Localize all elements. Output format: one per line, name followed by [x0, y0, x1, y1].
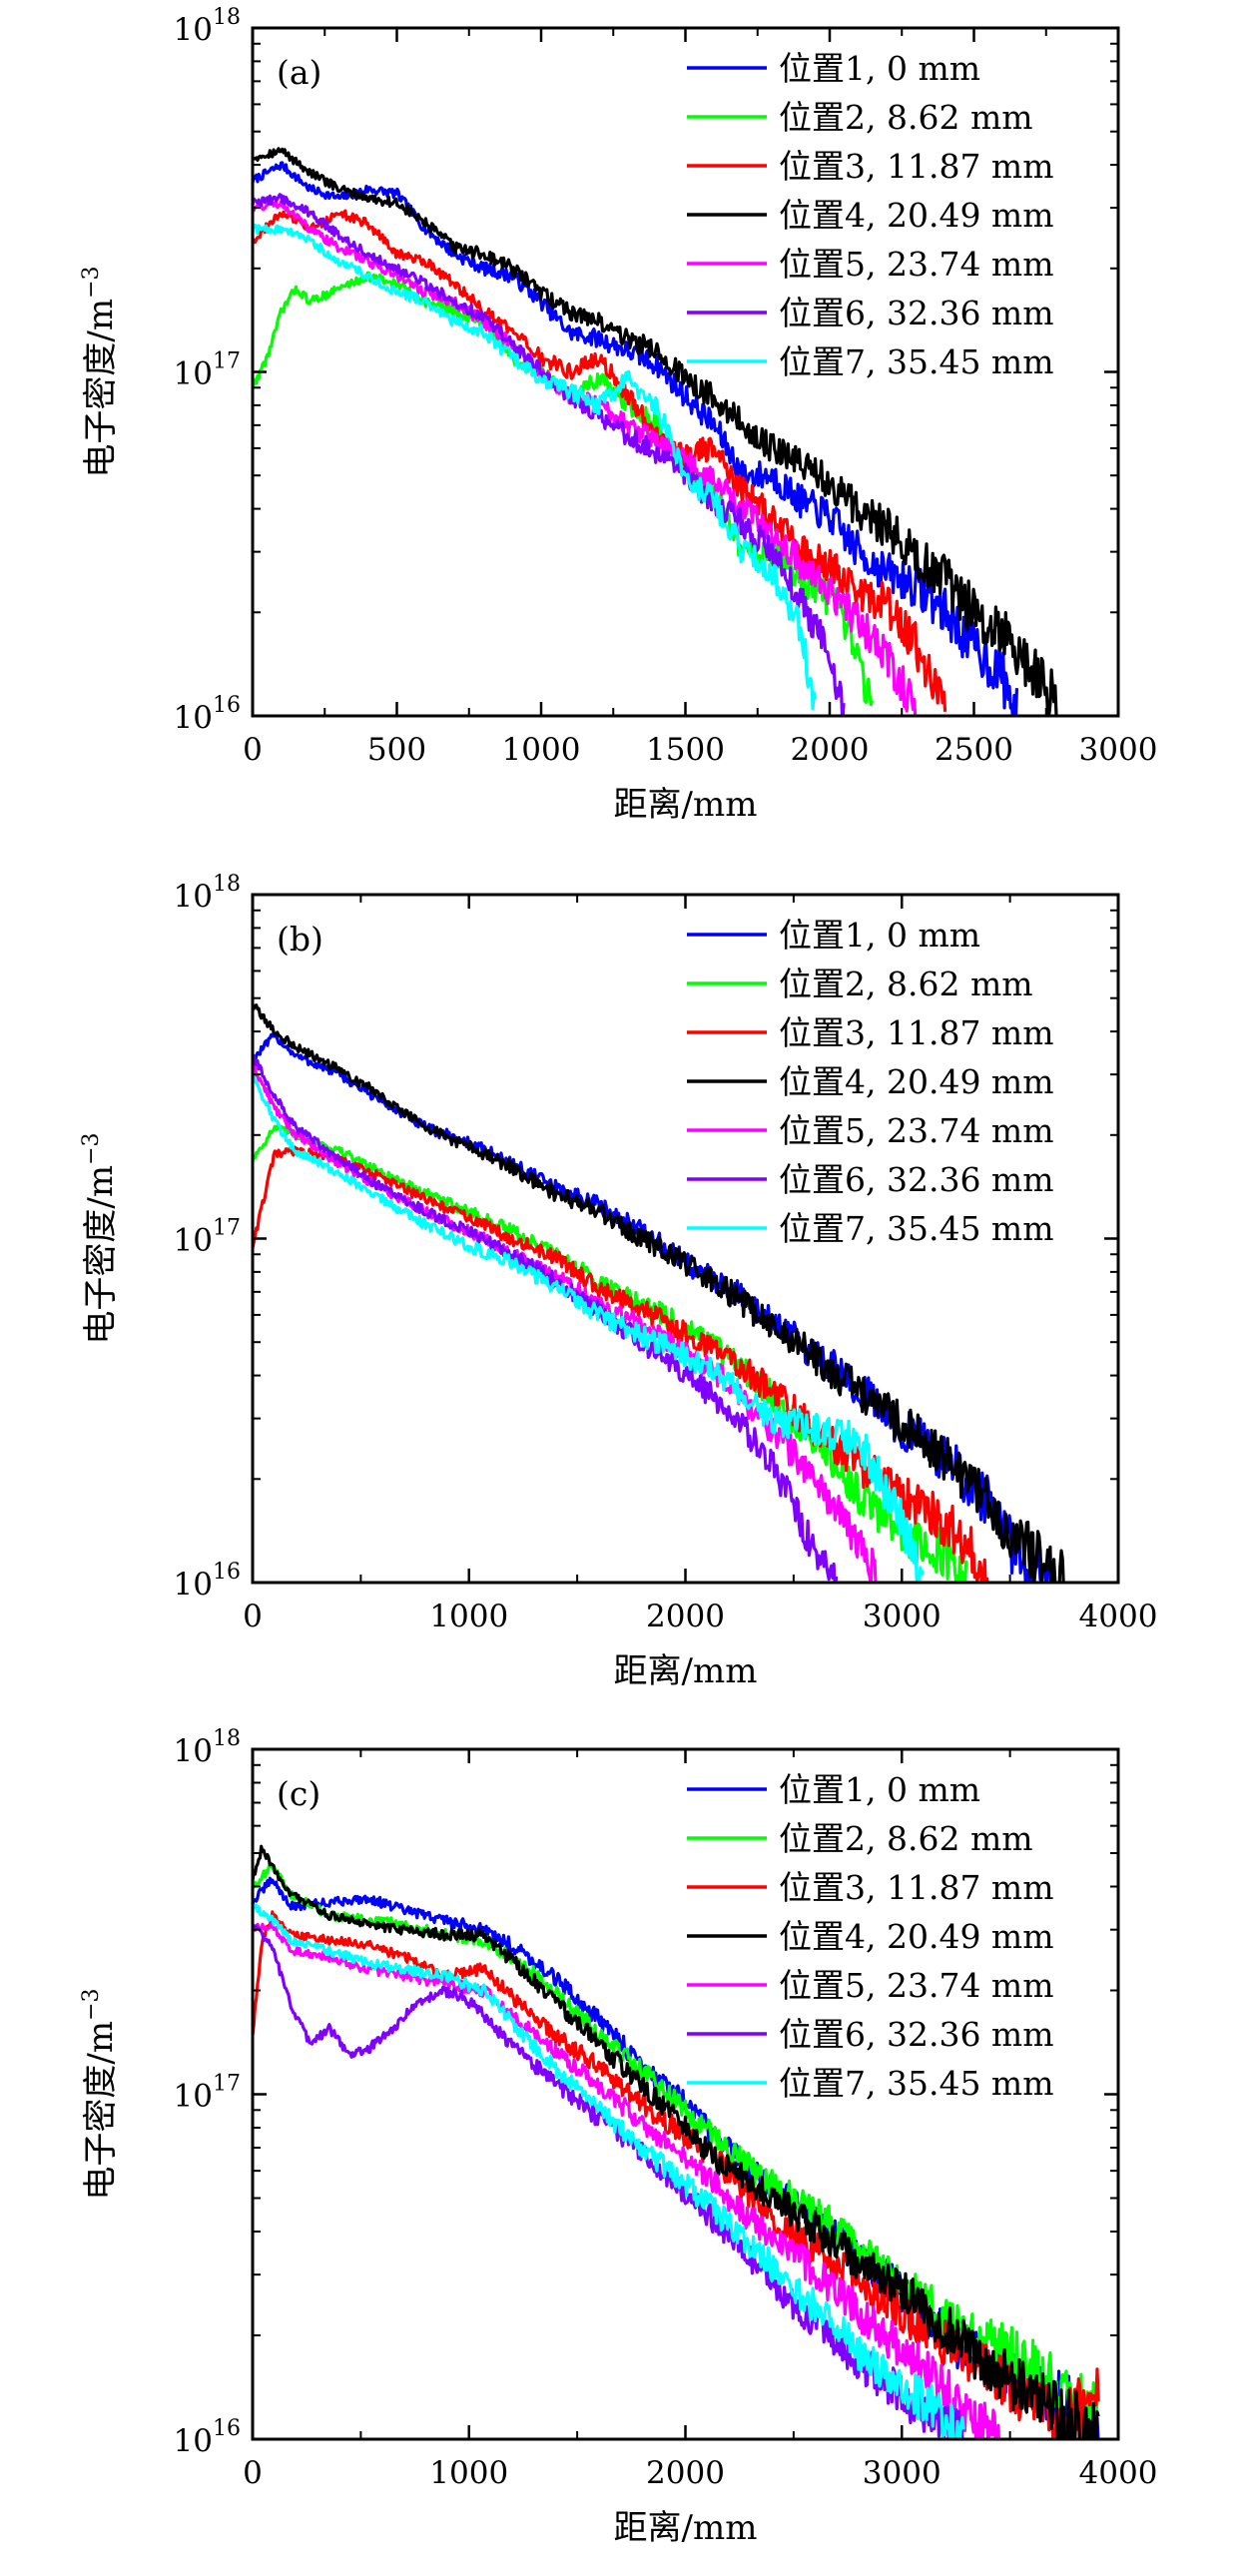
legend-entry: 位置1, 0 mm — [779, 916, 980, 955]
x-tick-label: 2000 — [646, 1599, 725, 1634]
x-tick-label: 4000 — [1079, 2455, 1158, 2491]
x-tick-label: 3000 — [863, 1599, 942, 1634]
x-tick-label: 3000 — [1079, 732, 1158, 768]
legend-entry: 位置2, 8.62 mm — [779, 1819, 1033, 1858]
y-tick-label: 1016 — [174, 693, 241, 736]
chart-panel-3: 0 1000 2000 3000 4000 1016 1017 1018 距离/mm 电子密度/m… — [79, 1726, 1158, 2548]
series-line-4 — [253, 147, 1058, 716]
y-tick-label: 1016 — [174, 1560, 241, 1603]
series-line-6 — [253, 1053, 839, 1583]
series-line-6 — [253, 1923, 964, 2439]
y-tick-label: 1017 — [174, 1216, 241, 1259]
x-tick-label: 2000 — [646, 2455, 725, 2491]
series-line-3 — [253, 209, 947, 712]
series-line-1 — [253, 161, 1019, 716]
panel-label: (a) — [277, 53, 321, 92]
legend-entry: 位置5, 23.74 mm — [779, 1966, 1054, 2005]
x-tick-label: 4000 — [1079, 1599, 1158, 1634]
legend-entry: 位置6, 32.36 mm — [779, 1160, 1054, 1199]
series-line-4 — [253, 1003, 1065, 1583]
x-tick-label: 500 — [367, 732, 426, 768]
legend-entry: 位置3, 11.87 mm — [779, 147, 1054, 186]
chart-panel-2: 0 1000 2000 3000 4000 1016 1017 1018 距离/mm 电子密度/m… — [79, 872, 1158, 1691]
legend-entry: 位置1, 0 mm — [779, 1770, 980, 1809]
y-tick-label: 1018 — [174, 1726, 241, 1769]
y-tick-label: 1016 — [174, 2416, 241, 2459]
x-axis-label: 距离/mm — [614, 1651, 758, 1691]
legend-entry: 位置5, 23.74 mm — [779, 1111, 1054, 1150]
legend-entry: 位置2, 8.62 mm — [779, 965, 1033, 1003]
series-line-7 — [253, 1073, 925, 1583]
y-axis-label: 电子密度/m−3 — [79, 1988, 121, 2200]
legend-entry: 位置5, 23.74 mm — [779, 245, 1054, 284]
legend-entry: 位置4, 20.49 mm — [779, 1062, 1054, 1101]
y-tick-label: 1018 — [174, 5, 241, 48]
legend-entry: 位置4, 20.49 mm — [779, 196, 1054, 235]
legend-entry: 位置7, 35.45 mm — [779, 2064, 1054, 2103]
x-tick-label: 1000 — [429, 1599, 508, 1634]
legend-entry: 位置6, 32.36 mm — [779, 294, 1054, 332]
x-axis-label: 距离/mm — [614, 2508, 758, 2548]
series-group — [253, 147, 1058, 716]
legend-entry: 位置7, 35.45 mm — [779, 1209, 1054, 1248]
legend-entry: 位置2, 8.62 mm — [779, 98, 1033, 137]
y-axis-label: 电子密度/m−3 — [79, 1132, 121, 1344]
legend-entry: 位置3, 11.87 mm — [779, 1013, 1054, 1052]
series-line-7 — [253, 224, 818, 711]
y-tick-label: 1018 — [174, 872, 241, 915]
series-group — [253, 1003, 1065, 1583]
x-tick-label: 1000 — [429, 2455, 508, 2491]
x-tick-label: 2500 — [935, 732, 1013, 768]
series-line-6 — [253, 193, 846, 716]
chart-panel-1: 0 500 1000 1500 2000 2500 3000 1016 1017 1018 距离/m… — [79, 5, 1158, 825]
legend-entry: 位置3, 11.87 mm — [779, 1868, 1054, 1907]
x-tick-label: 2000 — [791, 732, 870, 768]
legend-entry: 位置6, 32.36 mm — [779, 2015, 1054, 2054]
legend-entry: 位置4, 20.49 mm — [779, 1917, 1054, 1956]
x-tick-label: 0 — [243, 2455, 263, 2491]
series-line-4 — [253, 1844, 1100, 2439]
series-group — [253, 1844, 1100, 2439]
x-axis-label: 距离/mm — [614, 785, 758, 825]
x-tick-label: 3000 — [863, 2455, 942, 2491]
x-tick-label: 1000 — [502, 732, 581, 768]
y-axis-label: 电子密度/m−3 — [79, 266, 121, 477]
x-tick-label: 0 — [243, 732, 263, 768]
panel-label: (c) — [277, 1774, 320, 1813]
x-tick-label: 1500 — [646, 732, 725, 768]
panel-label: (b) — [277, 920, 323, 959]
x-tick-label: 0 — [243, 1599, 263, 1634]
legend-entry: 位置1, 0 mm — [779, 49, 980, 88]
legend-entry: 位置7, 35.45 mm — [779, 342, 1054, 381]
series-line-7 — [253, 1903, 965, 2439]
y-tick-label: 1017 — [174, 349, 241, 392]
y-tick-label: 1017 — [174, 2072, 241, 2115]
